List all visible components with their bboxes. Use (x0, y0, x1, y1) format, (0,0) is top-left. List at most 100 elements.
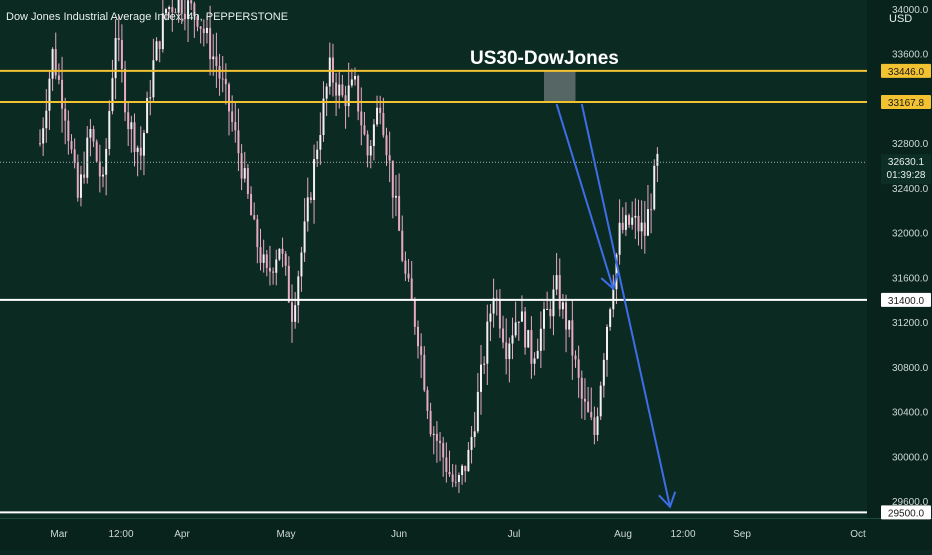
candle-body (599, 385, 602, 417)
candle-body (171, 7, 174, 13)
candle-body (385, 135, 388, 156)
candle-body (363, 125, 366, 135)
candle-body (398, 195, 401, 231)
candle-body (502, 328, 505, 343)
candle-body (250, 193, 253, 216)
candle-body (268, 267, 271, 272)
x-tick-label: Aug (614, 529, 632, 540)
candle-body (108, 111, 111, 149)
candle-body (508, 343, 511, 360)
projection-arrow-head (658, 491, 677, 509)
candle-body (86, 137, 89, 178)
projection-arrow-line (580, 103, 671, 508)
x-tick-label: Sep (733, 529, 751, 540)
candle-body (165, 9, 167, 14)
candle-body (344, 95, 347, 107)
y-tick-label: 30800.0 (892, 363, 929, 374)
candle-body (161, 13, 164, 50)
candle-body (498, 300, 501, 329)
candle-body (609, 309, 612, 327)
candle-body (391, 160, 394, 198)
candle-body (313, 159, 316, 200)
candle-body (631, 217, 634, 225)
candle-body (476, 391, 479, 432)
candle-body (102, 174, 104, 177)
candle-body (643, 222, 646, 236)
candle-body (133, 122, 136, 152)
candle-body (486, 321, 489, 364)
candle-body (234, 122, 237, 131)
candle-body (76, 162, 79, 198)
x-tick-label: Mar (50, 529, 68, 540)
candle-body (372, 124, 375, 146)
candle-body (565, 302, 568, 330)
candle-body (341, 84, 344, 96)
candle-body (221, 78, 224, 80)
candle-body (89, 129, 92, 138)
candle-body (291, 302, 293, 322)
candle-body (322, 98, 325, 136)
candle-body (379, 107, 382, 113)
projection-arrow-line (555, 103, 615, 289)
price-axis (867, 0, 932, 550)
level-price-tag (881, 505, 931, 520)
candle-body (174, 12, 177, 14)
candle-body (287, 265, 290, 303)
candle-body (303, 221, 306, 253)
candle-body (457, 475, 460, 482)
candle-body (520, 311, 523, 322)
candle-body (388, 155, 391, 161)
candle-body (297, 276, 300, 306)
candle-body (423, 354, 426, 391)
currency-label: USD (889, 13, 912, 25)
candle-body (338, 84, 341, 96)
candle-body (407, 273, 410, 279)
y-tick-label: 30400.0 (892, 408, 929, 419)
candle-body (401, 230, 404, 261)
candle-body (272, 271, 275, 273)
y-tick-label: 33600.0 (892, 50, 929, 61)
candle-body (294, 305, 297, 322)
candle-body (480, 364, 482, 392)
candle-body (64, 108, 67, 121)
candle-body (574, 355, 577, 360)
level-price-tag (881, 95, 931, 110)
candle-body (316, 149, 319, 160)
candle-body (325, 86, 328, 99)
candle-body (596, 416, 599, 435)
candle-body (580, 377, 583, 399)
candle-body (284, 253, 287, 266)
candle-body (319, 135, 322, 150)
candle-body (606, 326, 608, 360)
candle-body (83, 174, 86, 178)
candle-body (259, 247, 262, 263)
candle-body (628, 215, 631, 225)
candle-body (439, 440, 442, 444)
candle-body (505, 342, 508, 360)
candle-body (546, 308, 549, 310)
candle-body (193, 3, 196, 17)
candle-body (410, 278, 413, 301)
x-tick-label: Oct (850, 529, 866, 540)
candle-body (158, 41, 161, 50)
level-price-tag (881, 63, 931, 78)
candle-body (555, 275, 558, 290)
candle-body (539, 328, 542, 351)
candle-body (621, 222, 624, 230)
candle-body (177, 0, 180, 13)
candle-body (205, 27, 208, 34)
candle-body (634, 215, 637, 218)
candle-body (335, 82, 338, 96)
candle-body (139, 147, 142, 156)
y-tick-label: 30000.0 (892, 452, 929, 463)
candle-body (256, 219, 259, 248)
candle-body (212, 56, 215, 60)
candle-body (114, 38, 117, 79)
candle-body (328, 57, 331, 87)
candle-body (265, 254, 268, 268)
candle-body (124, 68, 127, 113)
supply-zone (544, 70, 576, 103)
candle-body (571, 320, 574, 356)
